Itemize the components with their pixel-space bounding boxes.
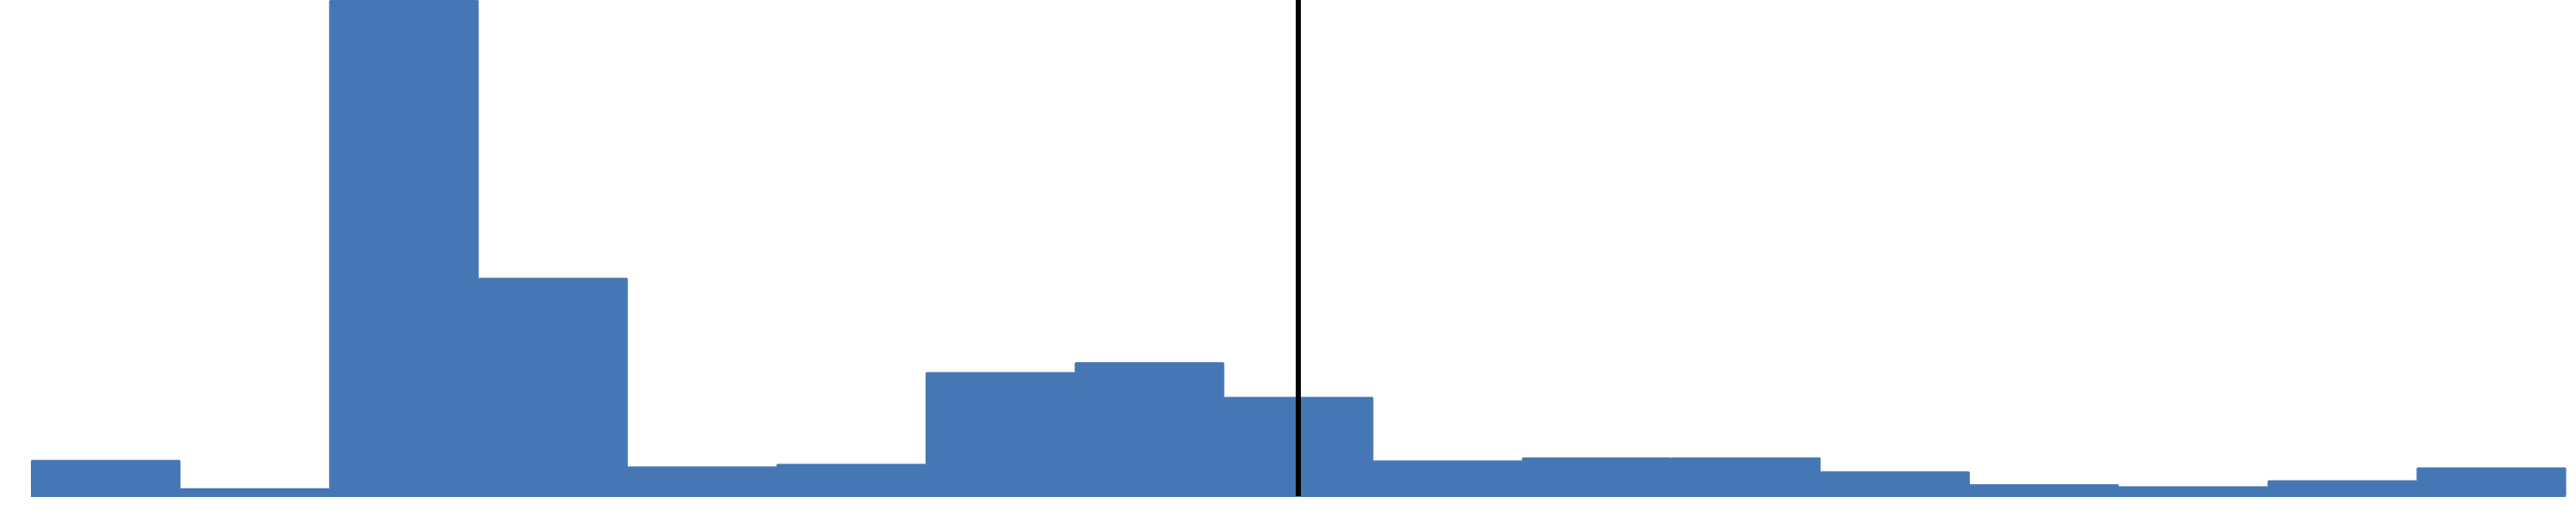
bar-3 bbox=[329, 0, 479, 496]
bar-17 bbox=[2416, 467, 2567, 496]
bar-1 bbox=[31, 459, 181, 496]
bar-2 bbox=[179, 488, 330, 496]
bar-13 bbox=[1820, 471, 1971, 496]
bar-7 bbox=[925, 372, 1076, 496]
bar-4 bbox=[477, 277, 629, 496]
bar-10 bbox=[1372, 460, 1523, 496]
bar-15 bbox=[2118, 486, 2269, 496]
bar-5 bbox=[627, 466, 777, 496]
bar-12 bbox=[1671, 457, 1821, 496]
bar-8 bbox=[1074, 361, 1224, 496]
bar-11 bbox=[1522, 457, 1672, 496]
bar-6 bbox=[776, 464, 927, 496]
bar-16 bbox=[2267, 480, 2417, 496]
bar-14 bbox=[1969, 484, 2119, 496]
